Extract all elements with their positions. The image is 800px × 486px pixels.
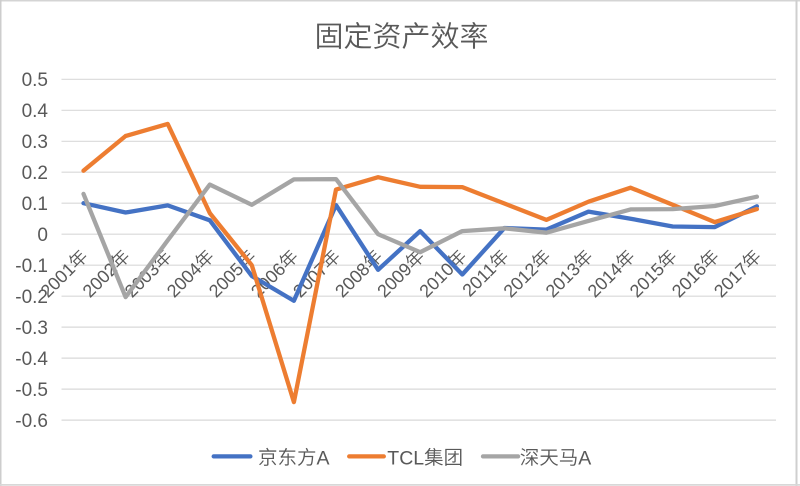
svg-text:-0.5: -0.5 [15, 380, 48, 401]
svg-text:0.5: 0.5 [22, 70, 48, 91]
svg-text:-0.4: -0.4 [15, 349, 48, 370]
svg-text:TCL: TCL [387, 447, 424, 469]
svg-text:0.3: 0.3 [22, 132, 48, 153]
svg-text:-0.6: -0.6 [15, 411, 48, 432]
svg-text:A: A [317, 447, 330, 469]
svg-text:-0.2: -0.2 [15, 287, 48, 308]
svg-text:0.1: 0.1 [22, 194, 48, 215]
svg-text:0.4: 0.4 [22, 101, 49, 122]
svg-text:0: 0 [37, 225, 48, 246]
svg-text:-0.3: -0.3 [15, 318, 48, 339]
svg-text:A: A [578, 447, 591, 469]
svg-text:0.2: 0.2 [22, 163, 48, 184]
svg-text:-0.1: -0.1 [15, 256, 48, 277]
